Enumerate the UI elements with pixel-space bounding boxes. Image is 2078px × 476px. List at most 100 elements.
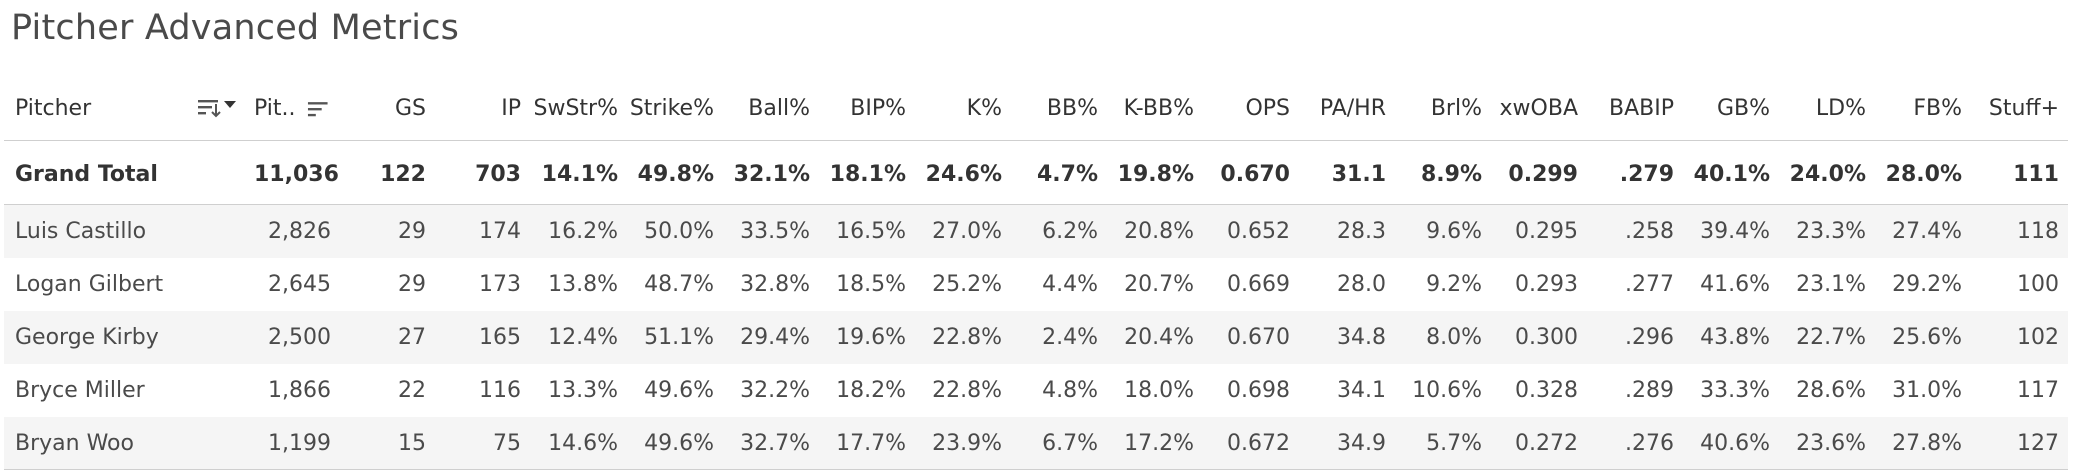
table-cell: 24.0%	[1789, 162, 1866, 187]
table-cell: 29	[398, 272, 426, 297]
table-cell: 173	[479, 272, 521, 297]
table-cell: 0.299	[1508, 162, 1578, 187]
table-cell: 6.7%	[1042, 430, 1098, 456]
column-header-4[interactable]: SwStr%	[533, 96, 619, 121]
table-cell: 2,500	[268, 325, 331, 350]
table-cell: 29.2%	[1892, 272, 1962, 297]
table-cell: 2,826	[268, 219, 331, 244]
column-header-9[interactable]: BB%	[1046, 96, 1098, 121]
table-cell: 27	[398, 325, 426, 350]
table-cell: 17.2%	[1124, 430, 1194, 456]
table-row[interactable]: George Kirby 2,500 27 165 12.4% 51.1% 29.4% 19.…	[4, 311, 2068, 364]
table-cell: 111	[2013, 162, 2059, 187]
column-header-10[interactable]: K-BB%	[1123, 96, 1194, 121]
column-header-6[interactable]: Ball%	[748, 96, 810, 121]
column-header-3[interactable]: IP	[501, 96, 521, 121]
table-cell: 31.0%	[1892, 378, 1962, 403]
table-cell: 23.6%	[1796, 430, 1866, 456]
table-cell: 28.6%	[1796, 378, 1866, 403]
table-cell: 32.2%	[740, 378, 810, 403]
column-header-8[interactable]: K%	[966, 96, 1002, 121]
table-cell: 20.8%	[1124, 219, 1194, 244]
table-cell: 703	[475, 162, 521, 187]
table-cell: 32.7%	[740, 430, 810, 456]
table-cell: 18.1%	[829, 162, 906, 187]
table-cell: .279	[1619, 162, 1674, 187]
table-cell: 15	[398, 430, 426, 456]
table-cell: .258	[1625, 219, 1674, 244]
pitcher-sort-control[interactable]	[196, 96, 236, 118]
grand-total-row[interactable]: Grand Total 11,036 122 703 14.1% 49.8% 32.1% 18…	[4, 140, 2068, 205]
table-cell: 2.4%	[1042, 325, 1098, 350]
column-header-19[interactable]: Stuff+	[1988, 96, 2059, 121]
table-row[interactable]: Luis Castillo 2,826 29 174 16.2% 50.0% 33.5% 16…	[4, 205, 2068, 258]
column-header-11[interactable]: OPS	[1245, 96, 1290, 121]
column-header-7[interactable]: BIP%	[850, 96, 906, 121]
table-cell: 32.8%	[740, 272, 810, 297]
column-header-14[interactable]: xwOBA	[1499, 96, 1578, 121]
table-cell: 1,866	[268, 378, 331, 403]
table-row[interactable]: Logan Gilbert 2,645 29 173 13.8% 48.7% 32.8% 18…	[4, 258, 2068, 311]
column-header-13[interactable]: Brl%	[1430, 96, 1482, 121]
table-cell: 40.6%	[1700, 430, 1770, 456]
table-cell: 24.6%	[925, 162, 1002, 187]
table-cell: 18.5%	[836, 272, 906, 297]
table-body: Luis Castillo 2,826 29 174 16.2% 50.0% 33.5% 16…	[4, 205, 2068, 470]
table-cell: 51.1%	[644, 325, 714, 350]
table-cell: 11,036	[254, 162, 339, 187]
table-cell: 8.0%	[1426, 325, 1482, 350]
sort-descending-icon[interactable]	[196, 96, 222, 118]
table-row[interactable]: Bryce Miller 1,866 22 116 13.3% 49.6% 32.2% 18.…	[4, 364, 2068, 417]
table-cell: 40.1%	[1693, 162, 1770, 187]
table-cell: 174	[479, 219, 521, 244]
table-cell: 14.1%	[541, 162, 618, 187]
table-cell: 19.8%	[1117, 162, 1194, 187]
table-cell: 100	[2017, 272, 2059, 297]
column-header-15[interactable]: BABIP	[1609, 96, 1674, 121]
table-cell: 0.295	[1515, 219, 1578, 244]
table-cell: 0.670	[1220, 162, 1290, 187]
column-header-18[interactable]: FB%	[1913, 96, 1962, 121]
table-cell: 34.8	[1337, 325, 1386, 350]
table-cell: 0.669	[1227, 272, 1290, 297]
table-cell: 17.7%	[836, 430, 906, 456]
column-header-2[interactable]: GS	[394, 96, 426, 121]
table-cell: 22.7%	[1796, 325, 1866, 350]
table-cell: 25.6%	[1892, 325, 1962, 350]
column-header-label: Pit..	[254, 96, 296, 121]
table-cell: 49.6%	[644, 378, 714, 403]
sort-icon[interactable]	[306, 98, 331, 120]
column-header-1[interactable]: Pit..	[254, 96, 337, 121]
table-cell: 16.2%	[548, 219, 618, 244]
table-cell: 28.0%	[1885, 162, 1962, 187]
column-header-5[interactable]: Strike%	[629, 96, 714, 121]
caret-down-icon[interactable]	[224, 100, 236, 108]
table-cell: 8.9%	[1420, 162, 1482, 187]
column-header-16[interactable]: GB%	[1716, 96, 1770, 121]
table-cell: 33.5%	[740, 219, 810, 244]
table-cell: 23.1%	[1796, 272, 1866, 297]
table-cell: 0.272	[1515, 430, 1578, 456]
table-cell: 49.8%	[637, 162, 714, 187]
table-cell: 13.8%	[548, 272, 618, 297]
table-cell: 50.0%	[644, 219, 714, 244]
table-cell: 27.4%	[1892, 219, 1962, 244]
table-cell: 118	[2017, 219, 2059, 244]
table-cell: 9.6%	[1426, 219, 1482, 244]
table-cell: 34.9	[1337, 430, 1386, 456]
table-cell: 12.4%	[548, 325, 618, 350]
table-cell: 20.7%	[1124, 272, 1194, 297]
table-cell: 22	[398, 378, 426, 403]
column-header-17[interactable]: LD%	[1815, 96, 1866, 121]
column-header-0[interactable]: Pitcher	[4, 96, 254, 121]
table-cell: 18.0%	[1124, 378, 1194, 403]
table-cell: 29.4%	[740, 325, 810, 350]
table-cell: 29	[398, 219, 426, 244]
column-header-label: Pitcher	[15, 96, 92, 121]
table-cell: 49.6%	[644, 430, 714, 456]
table-cell: 0.328	[1515, 378, 1578, 403]
table-cell: 4.4%	[1042, 272, 1098, 297]
column-header-12[interactable]: PA/HR	[1319, 96, 1386, 121]
table-cell: 27.0%	[932, 219, 1002, 244]
table-row[interactable]: Bryan Woo 1,199 15 75 14.6% 49.6% 32.7% 17.7% 23…	[4, 417, 2068, 470]
